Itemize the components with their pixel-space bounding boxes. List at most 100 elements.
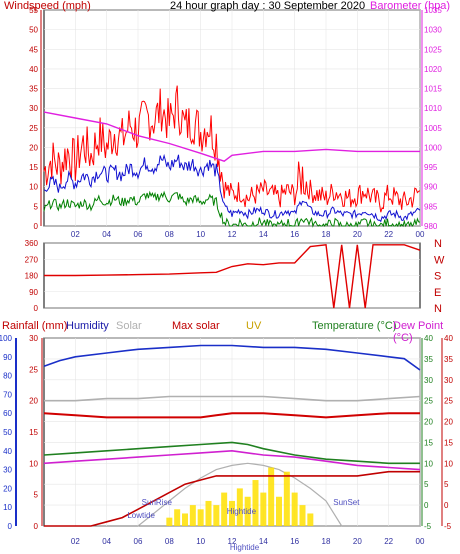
wind-gust-line [43,85,421,213]
temperature-line [43,441,420,465]
uv-bar [189,505,196,526]
compass-label: W [434,254,445,266]
baro-y-tick: 980 [424,222,438,231]
direction-y-tick: 90 [29,288,38,297]
legend-dewpoint: Dew Point (°C) [393,320,444,344]
direction-y-tick: 0 [34,304,39,313]
baro-y-tick: 1015 [424,85,442,94]
max-solar_line-line [43,412,420,419]
humidity-y-tick: 15 [29,428,38,437]
barometer-axis-title: Barometer (hpa) [370,0,451,12]
wind-y-tick: 25 [29,124,38,133]
rain-y-tick: 0 [8,522,13,531]
annotation-label: Lowtide [127,511,155,520]
wind-y-tick: 30 [29,104,38,113]
dewpoint-y-tick: 20 [444,418,453,427]
humidity-y-tick: 20 [29,397,38,406]
wind-x-tick: 20 [353,230,362,239]
dewpoint-line [43,449,421,471]
wind-y-tick: 0 [34,222,39,231]
chart-title: 24 hour graph day : 30 September 2020 [170,0,366,12]
humidity-y-tick: 30 [29,334,38,343]
rain-y-tick: 40 [3,447,12,456]
legend-uv: UV [246,320,262,332]
wind-x-tick: 06 [134,230,143,239]
wind-x-tick: 16 [290,230,299,239]
dewpoint-y-tick: -5 [444,522,452,531]
dewpoint-y-tick: 10 [444,459,453,468]
dewpoint-y-tick: 25 [444,397,453,406]
temp-y-tick: -5 [424,522,432,531]
rainfall-line [44,470,420,527]
temp-y-tick: 10 [424,459,433,468]
wind-x-tick: 14 [259,230,268,239]
baro-y-tick: 990 [424,183,438,192]
uv-bar [221,492,228,526]
rain-y-tick: 30 [3,466,12,475]
rain-y-tick: 60 [3,409,12,418]
wind-x-tick: 08 [165,230,174,239]
wind-low-line [43,190,421,228]
max-solar-curve [137,462,343,527]
legend-solar: Solar [116,320,142,332]
rain-y-tick: 100 [0,334,13,343]
temp-y-tick: 0 [424,501,429,510]
legend-temperature: Temperature (°C) [312,320,397,332]
annotation-label: SunRise [142,498,173,507]
compass-label: N [434,303,442,315]
rain-y-tick: 70 [3,390,12,399]
direction-y-tick: 270 [25,255,39,264]
uv-bar [197,509,204,526]
weather-x-tick: 18 [322,537,331,546]
rain-y-tick: 20 [3,484,12,493]
wind-x-tick: 10 [196,230,205,239]
wind-y-tick: 50 [29,26,38,35]
compass-label: S [434,271,441,283]
uv-bar [252,480,259,526]
wind-y-tick: 55 [29,6,38,15]
uv-bar [166,517,173,526]
weather-x-tick: 22 [384,537,393,546]
legend-humidity: Humidity [66,320,109,332]
weather-x-tick: 10 [196,537,205,546]
wind-y-tick: 20 [29,143,38,152]
uv-bar [268,467,275,526]
wind-y-tick: 5 [34,202,39,211]
uv-bar [291,492,298,526]
baro-y-tick: 1020 [424,65,442,74]
uv-bar [229,500,235,526]
weather-x-tick: 02 [71,537,80,546]
compass-label: E [434,287,441,299]
rain-y-tick: 80 [3,372,12,381]
wind-x-tick: 00 [416,230,425,239]
wind-x-tick: 12 [228,230,237,239]
baro-y-tick: 1005 [424,124,442,133]
wind-y-tick: 10 [29,183,38,192]
humidity-y-tick: 25 [29,365,38,374]
temp-y-tick: 20 [424,418,433,427]
baro-y-tick: 1030 [424,26,442,35]
wind-direction-line [44,244,421,309]
weather-x-tick: 14 [259,537,268,546]
weather-x-tick: 06 [134,537,143,546]
annotation-label: Hightide [230,543,260,552]
weather-x-tick: 12 [228,537,237,546]
humidity-y-tick: 0 [34,522,39,531]
windspeed-axis-title: Windspeed (mph) [4,0,91,12]
temp-y-tick: 35 [424,355,433,364]
rain-y-tick: 90 [3,353,12,362]
uv-bar [283,471,290,526]
dewpoint-y-tick: 30 [444,376,453,385]
wind-x-tick: 02 [71,230,80,239]
uv-bar [236,488,243,526]
wind-y-tick: 15 [29,163,38,172]
temp-y-tick: 30 [424,376,433,385]
temp-y-tick: 25 [424,397,433,406]
wind-y-tick: 40 [29,65,38,74]
rain-y-tick: 50 [3,428,12,437]
uv-bar [244,496,251,526]
uv-bar [182,513,188,526]
temp-y-tick: 5 [424,480,429,489]
uv-bar [213,505,220,526]
weather-x-tick: 20 [353,537,362,546]
